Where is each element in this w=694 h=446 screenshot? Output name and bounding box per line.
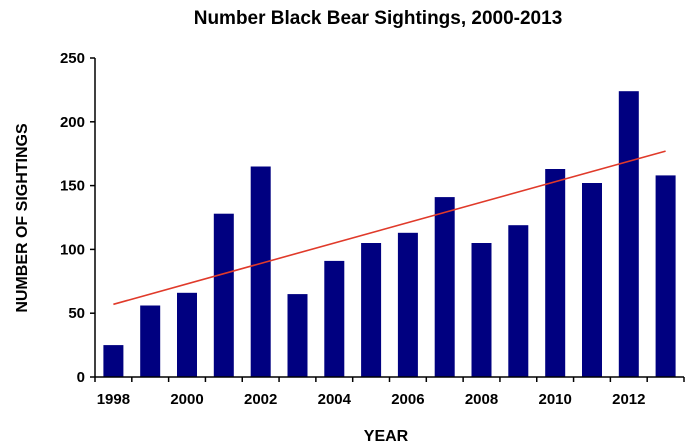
x-tick-label-2002: 2002: [244, 391, 277, 408]
bar-2012: [618, 91, 639, 377]
bar-2008: [471, 243, 492, 377]
y-tick-label-100: 100: [60, 241, 85, 258]
y-tick-group: 0 50 100 150 200 250: [60, 50, 95, 386]
bar-1999: [140, 305, 161, 377]
bar-2006: [397, 232, 418, 377]
bar-2007: [434, 197, 455, 377]
x-tick-label-1998: 1998: [97, 391, 130, 408]
x-tick-label-2004: 2004: [318, 391, 352, 408]
bar-2010: [545, 169, 566, 377]
y-tick-label-50: 50: [68, 305, 85, 322]
x-axis-title: YEAR: [364, 428, 409, 445]
bar-2000: [177, 292, 197, 377]
x-tick-group: 1998 2000 2002 2004 2006 2008 2010 2012: [94, 377, 685, 408]
x-tick-label-2008: 2008: [465, 391, 498, 408]
y-tick-label-150: 150: [60, 178, 85, 195]
chart-title: Number Black Bear Sightings, 2000-2013: [194, 8, 563, 29]
bar-2011: [582, 183, 602, 377]
bar-2009: [508, 225, 529, 377]
x-tick-label-2000: 2000: [170, 391, 203, 408]
y-tick-label-0: 0: [77, 369, 85, 386]
y-axis-title: NUMBER OF SIGHTINGS: [14, 123, 31, 313]
x-tick-label-2006: 2006: [391, 391, 424, 408]
x-tick-label-2012: 2012: [612, 391, 645, 408]
bar-2003: [287, 294, 308, 377]
y-tick-label-200: 200: [60, 114, 85, 131]
bar-2005: [361, 243, 382, 377]
bar-2004: [324, 260, 345, 377]
bar-2001: [213, 213, 234, 377]
bar-2002: [250, 166, 271, 377]
trendline-group: [113, 150, 666, 306]
bar-1998: [103, 345, 124, 377]
y-tick-label-250: 250: [60, 50, 85, 67]
bar-group: [103, 91, 676, 377]
x-tick-label-2010: 2010: [539, 391, 572, 408]
trendline: [113, 150, 666, 306]
bar-2013: [655, 175, 676, 377]
